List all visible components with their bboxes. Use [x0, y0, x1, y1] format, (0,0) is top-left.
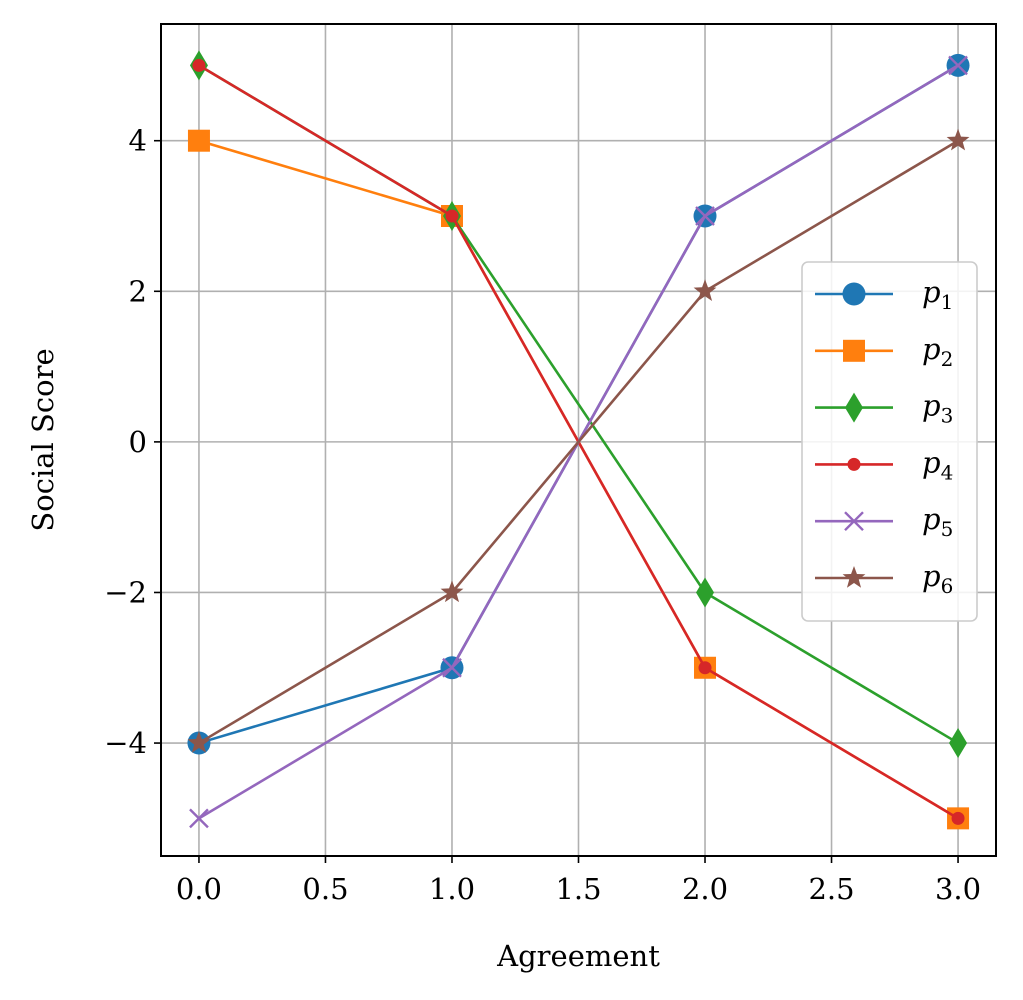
data-point — [445, 209, 459, 223]
x-tick-label: 1.5 — [555, 872, 601, 906]
legend-item-3: p3 — [815, 389, 953, 428]
legend-marker — [842, 282, 866, 306]
legend-item-4: p4 — [815, 445, 953, 484]
y-tick-label: 4 — [129, 124, 147, 158]
y-tick-label: −4 — [104, 726, 147, 760]
legend-item-2: p2 — [815, 332, 953, 371]
data-point — [440, 580, 464, 603]
data-point — [698, 661, 712, 675]
data-point — [187, 129, 210, 152]
series-6 — [187, 128, 970, 753]
x-axis-label: Agreement — [496, 939, 660, 973]
data-point — [189, 808, 209, 829]
legend-marker — [844, 511, 864, 532]
y-axis-label: Social Score — [26, 348, 60, 531]
legend-label: p2 — [922, 332, 953, 371]
x-tick-label: 0.0 — [176, 872, 222, 906]
data-point — [187, 731, 211, 753]
data-point — [949, 728, 968, 759]
y-tick-label: 0 — [129, 425, 147, 459]
data-point — [693, 279, 717, 301]
legend-label: p4 — [922, 445, 953, 484]
legend-marker — [842, 566, 866, 588]
y-tick-label: −2 — [104, 575, 147, 609]
legend-box — [801, 261, 978, 622]
data-point — [951, 811, 965, 825]
data-point — [946, 128, 970, 151]
legend-label: p3 — [922, 389, 953, 428]
x-tick-label: 3.0 — [935, 872, 981, 906]
data-point — [442, 657, 462, 678]
x-tick-label: 1.0 — [429, 872, 475, 906]
legend-item-1: p1 — [815, 275, 953, 314]
series-line — [198, 139, 959, 745]
legend-label: p5 — [922, 502, 953, 541]
legend-marker — [843, 339, 865, 362]
y-tick-label: 2 — [129, 274, 147, 308]
x-tick-label: 2.0 — [682, 872, 728, 906]
legend-item-5: p5 — [815, 502, 953, 541]
data-point — [695, 206, 715, 226]
x-tick-label: 0.5 — [302, 872, 348, 906]
legend: p1 p2 p3 p4 p5 p6 — [801, 261, 978, 622]
x-tick-label: 2.5 — [808, 872, 854, 906]
plot-frame — [160, 23, 997, 857]
legend-item-6: p6 — [815, 559, 953, 598]
data-point — [696, 577, 715, 608]
legend-label: p1 — [922, 275, 953, 314]
legend-label: p6 — [922, 559, 953, 598]
legend-marker — [847, 457, 861, 471]
data-point — [948, 55, 968, 76]
legend-marker — [845, 392, 863, 423]
data-point — [192, 58, 206, 72]
